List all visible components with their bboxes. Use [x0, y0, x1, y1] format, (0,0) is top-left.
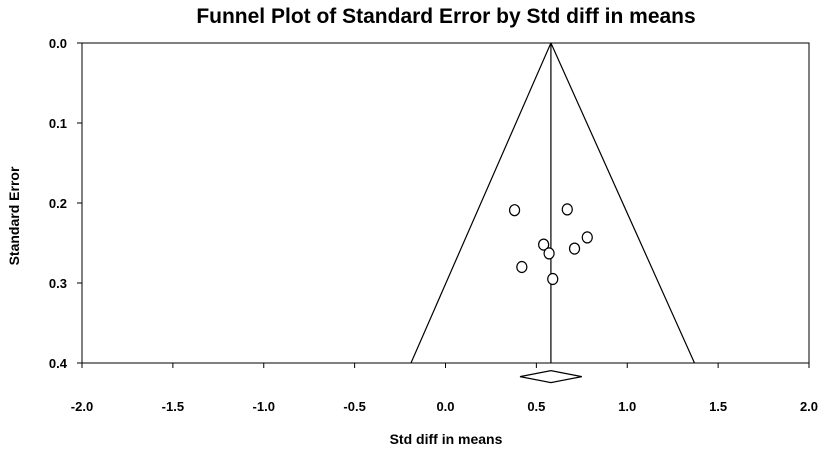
combined-effect-diamond-layer	[519, 369, 582, 384]
x-tick-label: -1.0	[253, 399, 275, 414]
y-tick-label: 0.2	[49, 196, 67, 211]
x-axis-label: Std diff in means	[390, 431, 503, 447]
y-tick-label: 0.3	[49, 276, 67, 291]
x-tick-label: 2.0	[800, 399, 818, 414]
study-points	[508, 203, 593, 286]
x-tick-label: 0.5	[527, 399, 545, 414]
funnel-right-line	[550, 42, 696, 364]
y-tick-label: 0.0	[49, 36, 67, 51]
plot-frame	[81, 42, 810, 364]
study-point	[516, 260, 528, 274]
study-point	[547, 272, 559, 286]
study-point	[581, 231, 593, 244]
x-tick-label: -1.5	[162, 399, 184, 414]
funnel-left-line	[410, 42, 552, 364]
x-tick-label: -0.5	[343, 399, 365, 414]
x-tick-label: 1.0	[618, 399, 636, 414]
combined-effect-diamond	[519, 369, 582, 384]
y-tick-label: 0.1	[49, 116, 67, 131]
y-tick-label: 0.4	[49, 356, 68, 371]
study-point	[561, 203, 573, 216]
study-point	[538, 238, 550, 251]
x-axis-ticks: -2.0 -1.5 -1.0 -0.5 0.0 0.5 1.0 1.5 2.0	[71, 363, 818, 414]
y-axis-label: Standard Error	[6, 166, 22, 265]
study-point	[568, 242, 581, 255]
x-tick-label: 0.0	[436, 399, 454, 414]
y-axis-ticks: 0.0 0.1 0.2 0.3 0.4	[49, 36, 82, 371]
chart-title: Funnel Plot of Standard Error by Std dif…	[196, 5, 695, 28]
study-point	[543, 247, 555, 260]
funnel-lines	[410, 42, 696, 364]
x-tick-label: -2.0	[71, 399, 93, 414]
study-point	[508, 204, 521, 217]
x-tick-label: 1.5	[709, 399, 727, 414]
